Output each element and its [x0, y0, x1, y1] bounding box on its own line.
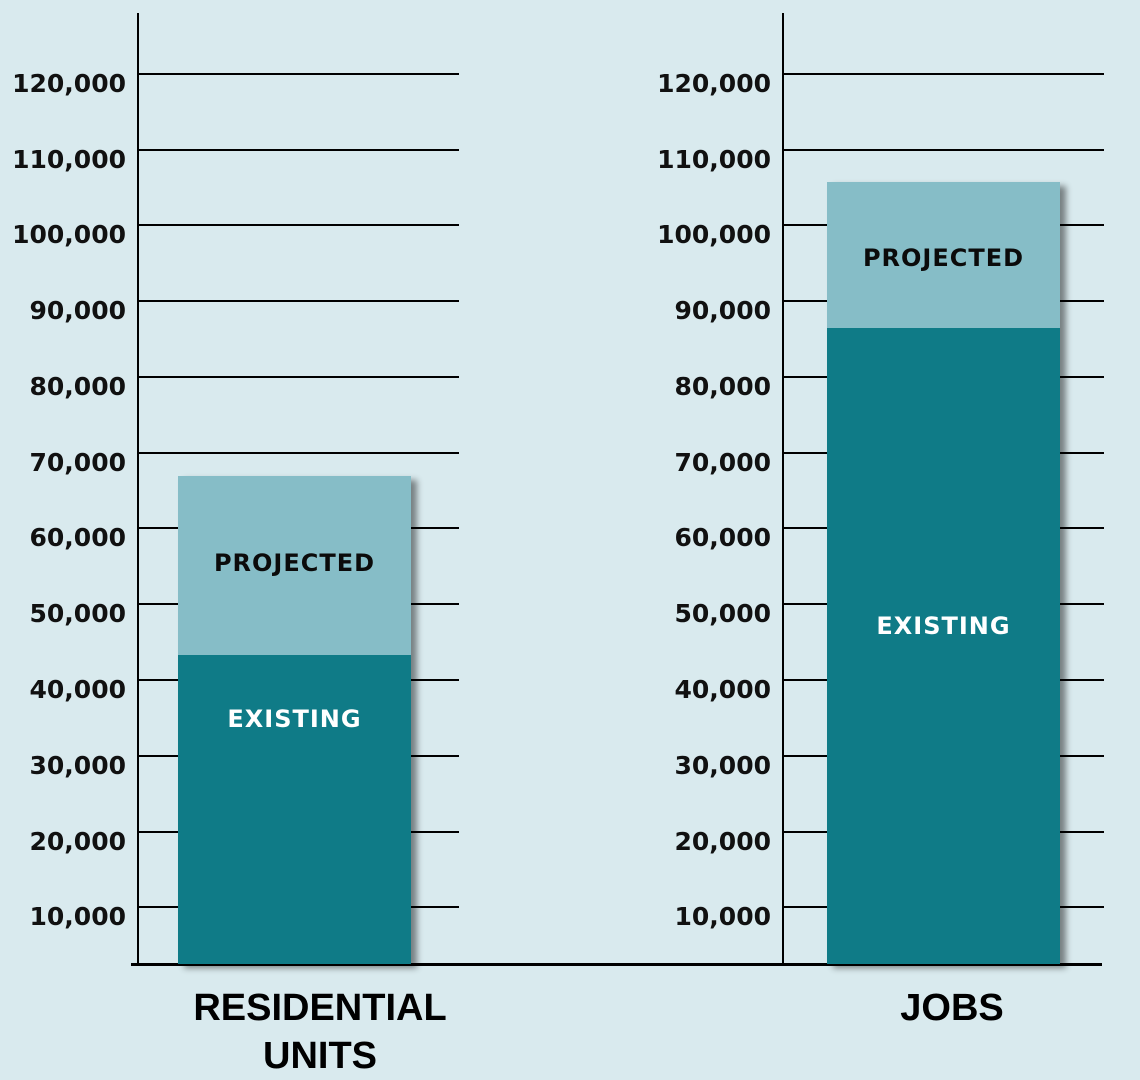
jobs-bar: PROJECTED EXISTING	[827, 182, 1060, 964]
jobs-projected-segment: PROJECTED	[827, 182, 1060, 328]
gridline	[139, 452, 459, 454]
y-tick-label: 50,000	[674, 599, 771, 628]
category-line-1: RESIDENTIAL	[193, 987, 447, 1029]
y-tick-label: 50,000	[29, 599, 126, 628]
residential-bar: PROJECTED EXISTING	[178, 476, 411, 964]
y-tick-label: 110,000	[657, 145, 771, 174]
gridline	[139, 149, 459, 151]
category-label-jobs: JOBS	[900, 987, 1004, 1029]
y-tick-label: 10,000	[29, 902, 126, 931]
gridline	[784, 149, 1104, 151]
y-tick-label: 90,000	[674, 296, 771, 325]
y-tick-label: 60,000	[29, 523, 126, 552]
gridline	[139, 300, 459, 302]
y-tick-label: 100,000	[657, 220, 771, 249]
y-tick-label: 60,000	[674, 523, 771, 552]
jobs-panel: 120,000 110,000 100,000 90,000 80,000 70,000 6…	[570, 0, 1140, 1080]
y-tick-label: 100,000	[12, 220, 126, 249]
y-tick-label: 70,000	[674, 448, 771, 477]
category-line-2: UNITS	[263, 1035, 377, 1077]
jobs-existing-segment: EXISTING	[827, 328, 1060, 964]
y-tick-label: 70,000	[29, 448, 126, 477]
y-tick-label: 120,000	[657, 69, 771, 98]
gridline	[139, 376, 459, 378]
y-tick-label: 30,000	[29, 751, 126, 780]
existing-label: EXISTING	[876, 612, 1011, 640]
projected-label: PROJECTED	[862, 244, 1025, 272]
projected-label: PROJECTED	[213, 549, 376, 577]
y-tick-label: 80,000	[674, 372, 771, 401]
y-axis-line	[782, 13, 784, 965]
y-tick-label: 110,000	[12, 145, 126, 174]
residential-projected-segment: PROJECTED	[178, 476, 411, 655]
y-tick-label: 120,000	[12, 69, 126, 98]
existing-label: EXISTING	[227, 705, 362, 733]
x-axis-line	[570, 963, 1102, 966]
residential-existing-segment: EXISTING	[178, 655, 411, 964]
y-tick-label: 20,000	[29, 827, 126, 856]
category-label-residential: RESIDENTIAL UNITS	[150, 984, 490, 1080]
y-tick-label: 20,000	[674, 827, 771, 856]
y-tick-label: 90,000	[29, 296, 126, 325]
y-tick-label: 80,000	[29, 372, 126, 401]
y-tick-label: 40,000	[29, 675, 126, 704]
y-tick-label: 10,000	[674, 902, 771, 931]
gridline	[139, 224, 459, 226]
residential-panel: 120,000 110,000 100,000 90,000 80,000 70,000 6…	[12, 13, 571, 1080]
gridline	[784, 73, 1104, 75]
y-axis-line	[137, 13, 139, 965]
x-axis-line	[131, 963, 571, 966]
y-tick-label: 30,000	[674, 751, 771, 780]
y-tick-label: 40,000	[674, 675, 771, 704]
gridline	[139, 73, 459, 75]
